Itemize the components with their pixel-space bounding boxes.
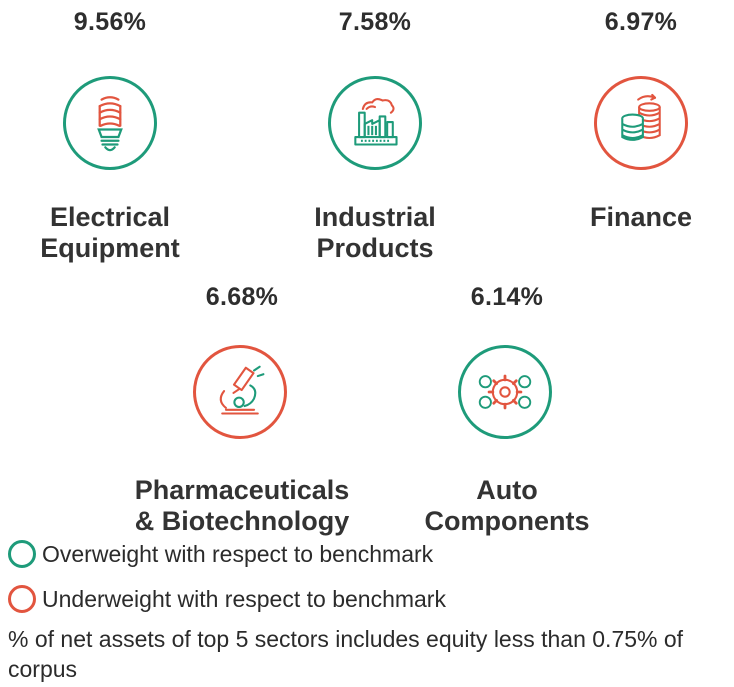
sector-label: Pharmaceuticals & Biotechnology (117, 475, 367, 537)
sector-label: Industrial Products (250, 202, 500, 264)
legend-overweight-label: Overweight with respect to benchmark (42, 540, 434, 567)
legend-underweight: Underweight with respect to benchmark (8, 582, 446, 616)
sector-label-line1: Auto (476, 475, 538, 505)
sector-label: Electrical Equipment (0, 202, 235, 264)
legend-underweight-label: Underweight with respect to benchmark (42, 585, 446, 612)
sector-percent: 6.14% (470, 283, 544, 311)
sector-percent: 6.68% (205, 283, 279, 311)
sector-electrical-equipment: 9.56% Electrical Equipment (0, 0, 235, 270)
gears-icon (458, 345, 552, 439)
sector-label-line1: Finance (589, 202, 693, 232)
coin-stacks-icon (594, 76, 688, 170)
factory-icon (328, 76, 422, 170)
sector-percent: 6.97% (604, 8, 678, 36)
sector-percent: 9.56% (73, 8, 147, 36)
sector-label: Finance (516, 202, 734, 233)
sector-label-line2: Products (316, 233, 434, 263)
sector-finance: 6.97% Finance (516, 0, 734, 270)
overweight-ring-icon (8, 540, 36, 568)
sector-label-line1: Pharmaceuticals (134, 475, 350, 505)
sector-label-line1: Industrial (314, 202, 436, 232)
microscope-icon (193, 345, 287, 439)
sector-label-line2: Equipment (40, 233, 180, 263)
sector-percent: 7.58% (338, 8, 412, 36)
footnote: % of net assets of top 5 sectors include… (8, 626, 684, 682)
sector-label-line2: Components (424, 506, 590, 536)
legend-overweight: Overweight with respect to benchmark (8, 537, 433, 571)
sector-industrial-products: 7.58% Industrial Products (250, 0, 500, 270)
sector-auto-components: 6.14% (382, 270, 632, 540)
sector-pharmaceuticals-biotechnology: 6.68% Pharmaceuticals & Biotechnology (117, 270, 367, 540)
sector-label-line1: Electrical (49, 202, 171, 232)
light-bulb-icon (63, 76, 157, 170)
sector-label-line2: & Biotechnology (134, 506, 350, 536)
underweight-ring-icon (8, 585, 36, 613)
sector-label: Auto Components (382, 475, 632, 537)
